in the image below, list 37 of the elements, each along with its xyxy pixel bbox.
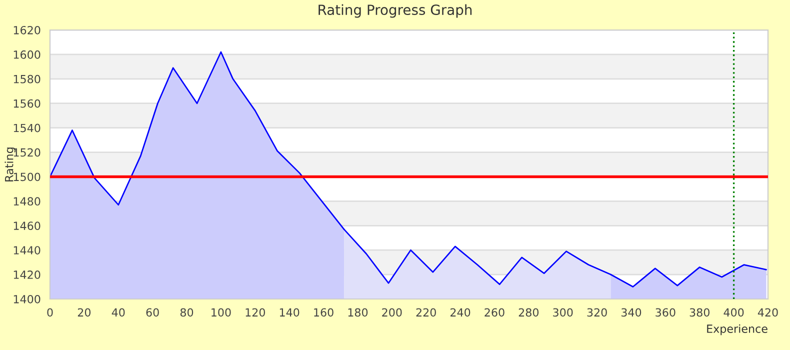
y-tick-label: 1520 (14, 148, 40, 157)
x-tick-label: 0 (47, 308, 53, 317)
y-tick-label: 1460 (14, 222, 40, 230)
y-tick-label: 1480 (14, 197, 40, 206)
x-tick-label: 40 (112, 308, 125, 317)
x-tick-label: 220 (416, 308, 436, 317)
x-axis-title: Experience (707, 324, 768, 336)
chart-title: Rating Progress Graph (318, 4, 472, 18)
x-tick-label: 340 (621, 308, 642, 317)
y-tick-label: 1540 (14, 124, 40, 132)
x-tick-label: 280 (518, 308, 539, 317)
x-tick-label: 140 (280, 308, 300, 317)
x-tick-label: 160 (314, 308, 334, 317)
x-tick-label: 200 (382, 308, 402, 317)
x-tick-label: 320 (587, 308, 607, 317)
x-tick-label: 420 (758, 308, 778, 317)
x-tick-label: 300 (553, 308, 573, 317)
x-tick-label: 60 (146, 308, 159, 317)
y-tick-label: 1440 (14, 246, 40, 254)
y-tick-label: 1580 (14, 74, 40, 84)
x-tick-label: 20 (78, 308, 91, 317)
x-tick-label: 360 (656, 308, 676, 317)
y-tick-label: 1560 (14, 99, 40, 108)
y-axis-title: Rating (4, 148, 16, 182)
y-tick-label: 1620 (14, 26, 40, 34)
y-tick-label: 1420 (14, 270, 40, 279)
y-tick-label: 1500 (14, 172, 40, 182)
x-tick-label: 260 (484, 308, 504, 317)
y-tick-label: 1400 (14, 294, 40, 304)
x-tick-label: 100 (212, 308, 231, 317)
x-tick-label: 120 (246, 308, 266, 317)
x-tick-label: 400 (724, 308, 744, 317)
x-tick-label: 240 (450, 308, 470, 317)
x-tick-label: 80 (180, 308, 194, 317)
y-tick-label: 1600 (14, 50, 40, 59)
x-tick-label: 380 (690, 308, 710, 317)
x-tick-label: 180 (348, 308, 368, 317)
